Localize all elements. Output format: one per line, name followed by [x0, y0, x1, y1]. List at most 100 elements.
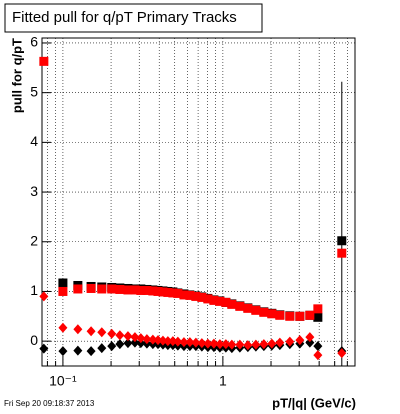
marker-diamond [142, 334, 152, 345]
marker-diamond [39, 343, 49, 354]
marker-diamond [130, 337, 140, 348]
marker-square [97, 284, 107, 294]
marker-square [337, 248, 347, 258]
marker-diamond [163, 336, 173, 347]
marker-square [259, 307, 269, 317]
marker-diamond [73, 345, 83, 356]
marker-diamond [173, 336, 183, 347]
marker-diamond [168, 336, 178, 347]
marker-diamond [251, 339, 261, 350]
y-tick-label: 4 [30, 133, 38, 149]
marker-square [115, 284, 125, 294]
marker-diamond [191, 337, 201, 348]
marker-square [313, 312, 323, 322]
marker-square [158, 287, 168, 297]
marker-square [191, 291, 201, 301]
marker-square [209, 295, 219, 305]
marker-diamond [305, 332, 315, 343]
marker-diamond [58, 322, 68, 333]
marker-square [203, 294, 213, 304]
marker-diamond [73, 324, 83, 335]
y-tick-label: 6 [30, 34, 38, 50]
footer-date: Fri Sep 20 09:18:37 2013 [4, 399, 95, 408]
marker-diamond [203, 338, 213, 349]
marker-diamond [86, 346, 96, 357]
marker-square [58, 286, 68, 296]
marker-diamond [215, 339, 225, 350]
marker-diamond [275, 337, 285, 348]
marker-square [221, 297, 231, 307]
marker-square [215, 296, 225, 306]
marker-square [227, 299, 237, 309]
marker-square [58, 278, 68, 288]
marker-diamond [123, 338, 133, 349]
marker-square [235, 301, 245, 311]
marker-square [267, 309, 277, 319]
marker-diamond [148, 334, 158, 345]
marker-diamond [39, 291, 49, 302]
plot-frame [41, 37, 356, 367]
marker-square [251, 305, 261, 315]
marker-diamond [123, 331, 133, 342]
marker-diamond [227, 339, 237, 350]
marker-square [179, 290, 189, 300]
y-axis-label: pull for q/pT [9, 38, 24, 113]
marker-square [168, 288, 178, 298]
marker-square [39, 56, 49, 66]
marker-square [153, 286, 163, 296]
marker-diamond [221, 339, 231, 350]
marker-diamond [313, 341, 323, 352]
y-tick-label: 5 [30, 83, 38, 99]
marker-diamond [285, 336, 295, 347]
marker-square [136, 285, 146, 295]
x-tick-label: 10⁻¹ [49, 373, 77, 389]
marker-square [337, 236, 347, 246]
marker-square [73, 284, 83, 294]
marker-square [86, 283, 96, 293]
y-tick-label: 1 [30, 282, 38, 298]
marker-diamond [243, 340, 253, 351]
marker-square [275, 310, 285, 320]
marker-square [197, 292, 207, 302]
marker-square [173, 288, 183, 298]
chart-title: Fitted pull for q/pT Primary Tracks [12, 9, 237, 26]
marker-diamond [107, 328, 117, 339]
marker-diamond [185, 337, 195, 348]
marker-square [313, 304, 323, 314]
marker-diamond [115, 330, 125, 341]
marker-diamond [130, 332, 140, 343]
x-tick-label: 1 [219, 373, 227, 389]
marker-square [107, 284, 117, 294]
marker-square [285, 311, 295, 321]
x-axis-label: pT/|q| (GeV/c) [272, 395, 356, 410]
marker-diamond [313, 350, 323, 361]
marker-diamond [107, 341, 117, 352]
marker-square [130, 285, 140, 295]
marker-diamond [337, 348, 347, 359]
marker-diamond [305, 337, 315, 348]
marker-square [305, 310, 315, 320]
marker-diamond [136, 333, 146, 344]
marker-square [243, 303, 253, 313]
marker-square [163, 287, 173, 297]
title-box [4, 3, 263, 33]
y-tick-label: 2 [30, 232, 38, 248]
marker-diamond [259, 339, 269, 350]
marker-diamond [197, 338, 207, 349]
marker-diamond [115, 339, 125, 350]
marker-square [295, 311, 305, 321]
y-tick-label: 0 [30, 332, 38, 348]
marker-diamond [235, 339, 245, 350]
marker-diamond [86, 326, 96, 337]
marker-diamond [97, 327, 107, 338]
y-tick-label: 3 [30, 183, 38, 199]
marker-diamond [97, 343, 107, 354]
marker-diamond [295, 335, 305, 346]
marker-diamond [209, 338, 219, 349]
marker-square [142, 285, 152, 295]
marker-square [148, 286, 158, 296]
marker-diamond [179, 337, 189, 348]
marker-square [185, 290, 195, 300]
